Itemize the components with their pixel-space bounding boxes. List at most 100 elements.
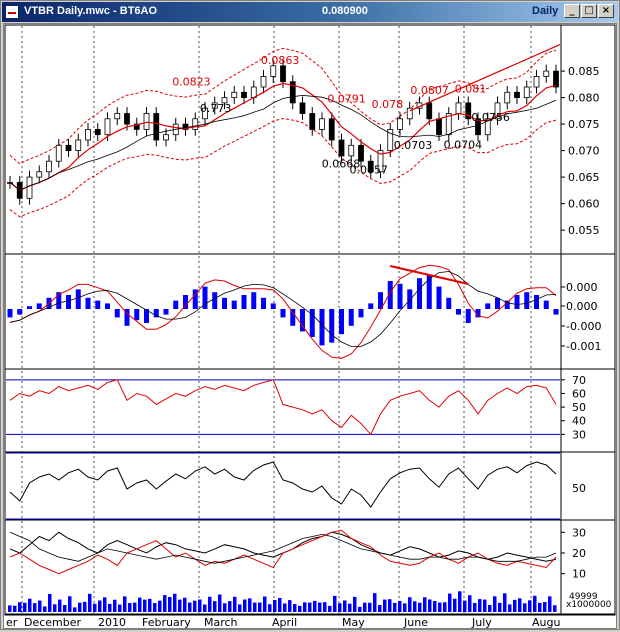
volume-unit-label: x1000000	[566, 600, 612, 610]
macd-bar	[85, 297, 91, 309]
price-annotation: 0.773	[200, 102, 232, 115]
volume-bar	[48, 593, 52, 612]
macd-tick-label: 0.000	[566, 300, 598, 313]
volume-bar	[28, 598, 32, 612]
macd-tick-label: -0.000	[566, 320, 601, 333]
macd-bar	[144, 309, 149, 323]
macd-bar	[36, 303, 42, 309]
x-axis: er December 2010 February March April May June J…	[5, 613, 615, 629]
price-tick-label: 0.085	[568, 65, 600, 78]
volume-bar	[123, 596, 127, 612]
volume-bar	[498, 602, 502, 612]
volume-bar	[283, 603, 287, 612]
volume-bar	[293, 604, 297, 612]
volume-bar	[478, 599, 482, 612]
macd-bar	[153, 309, 159, 318]
rsi-tick-label: 50	[572, 401, 586, 414]
candle-body	[338, 139, 345, 157]
volume-panel[interactable]: 49999 x1000000	[8, 591, 612, 612]
rsi-line	[6, 379, 560, 436]
candle-body	[319, 118, 325, 130]
macd-bar	[251, 292, 257, 309]
candle-body	[387, 129, 394, 152]
macd-bar	[202, 286, 208, 309]
volume-bar	[393, 602, 397, 612]
last-price: 0.080900	[322, 5, 368, 17]
chart-area[interactable]: 0.0823 0.0863 0.773 0.0791 0.078 0.0807 0.081 0…	[3, 23, 617, 629]
volume-bar	[213, 601, 217, 612]
macd-bar	[348, 309, 354, 326]
macd-bar	[426, 275, 432, 309]
macd-bar	[524, 292, 530, 309]
candle-body	[426, 102, 433, 120]
x-axis-label: 2010	[98, 616, 126, 628]
volume-bar	[408, 597, 412, 612]
volume-bar	[58, 599, 62, 612]
macd-bar	[241, 295, 247, 309]
minimize-button[interactable]: _	[564, 4, 580, 18]
macd-panel[interactable]: 0.000 0.000 -0.000 -0.001	[7, 264, 602, 359]
volume-bar	[338, 603, 342, 612]
adx-series-line	[9, 531, 557, 564]
adx-panel[interactable]: 30 20 10	[9, 526, 586, 581]
macd-bar	[387, 281, 393, 309]
volume-bar	[43, 606, 47, 612]
stochastic-line	[6, 452, 560, 520]
volume-bar	[328, 605, 332, 612]
volume-bar	[428, 599, 432, 612]
close-button[interactable]: ×	[598, 4, 614, 18]
stochastic-panel[interactable]: 50	[6, 452, 586, 520]
macd-bar	[134, 309, 140, 321]
volume-bar	[398, 600, 402, 612]
volume-bar	[538, 602, 542, 612]
price-candles	[7, 59, 559, 205]
volume-bar	[273, 600, 277, 612]
volume-bar	[278, 597, 282, 612]
price-panel[interactable]: 0.0823 0.0863 0.773 0.0791 0.078 0.0807 0.081 0…	[7, 44, 600, 238]
candle-body	[94, 129, 101, 136]
volume-bar	[453, 598, 457, 612]
volume-bar	[528, 600, 532, 612]
price-annotation: 0.0823	[172, 75, 211, 88]
volume-bar	[383, 599, 387, 612]
chart-app-icon[interactable]	[5, 5, 19, 19]
macd-histogram	[7, 275, 559, 346]
period-label: Daily	[532, 5, 559, 17]
volume-bar	[443, 602, 447, 612]
volume-bar	[8, 605, 12, 612]
maximize-button[interactable]: □	[581, 4, 597, 18]
volume-bar	[403, 603, 407, 612]
volume-bar	[248, 598, 252, 612]
macd-bar	[212, 292, 218, 309]
volume-bar	[218, 594, 222, 612]
stock-chart-svg[interactable]: 0.0823 0.0863 0.773 0.0791 0.078 0.0807 0.081 0…	[4, 24, 616, 629]
macd-bar	[378, 292, 383, 309]
volume-bar	[263, 596, 267, 612]
volume-bar	[128, 603, 132, 612]
volume-bar	[98, 600, 102, 612]
upper-envelope	[9, 47, 557, 165]
volume-bar	[468, 595, 472, 612]
price-annotation: 0.0668	[322, 158, 361, 171]
candle-body	[231, 91, 238, 99]
candle-body	[455, 102, 462, 114]
price-y-ticks: 0.085 0.080 0.075 0.070 0.065 0.060 0.055	[561, 65, 600, 237]
candle-body	[65, 144, 72, 152]
volume-bar	[163, 595, 167, 612]
candle-body	[36, 171, 43, 178]
macd-bar	[329, 309, 335, 343]
candle-body	[182, 123, 189, 130]
price-annotation: 0.0703	[394, 139, 433, 152]
candle-body	[202, 107, 208, 120]
volume-bar	[113, 599, 117, 612]
macd-bar	[407, 289, 413, 309]
macd-bar	[309, 309, 315, 337]
macd-bar	[124, 309, 130, 326]
stochastic-y-ticks: 50	[572, 482, 586, 495]
volume-bar	[508, 604, 512, 612]
macd-tick-label: 0.000	[566, 281, 598, 294]
title-bar[interactable]: VTBR Daily.mwc - BT6AO 0.080900 Daily _ …	[2, 2, 618, 22]
